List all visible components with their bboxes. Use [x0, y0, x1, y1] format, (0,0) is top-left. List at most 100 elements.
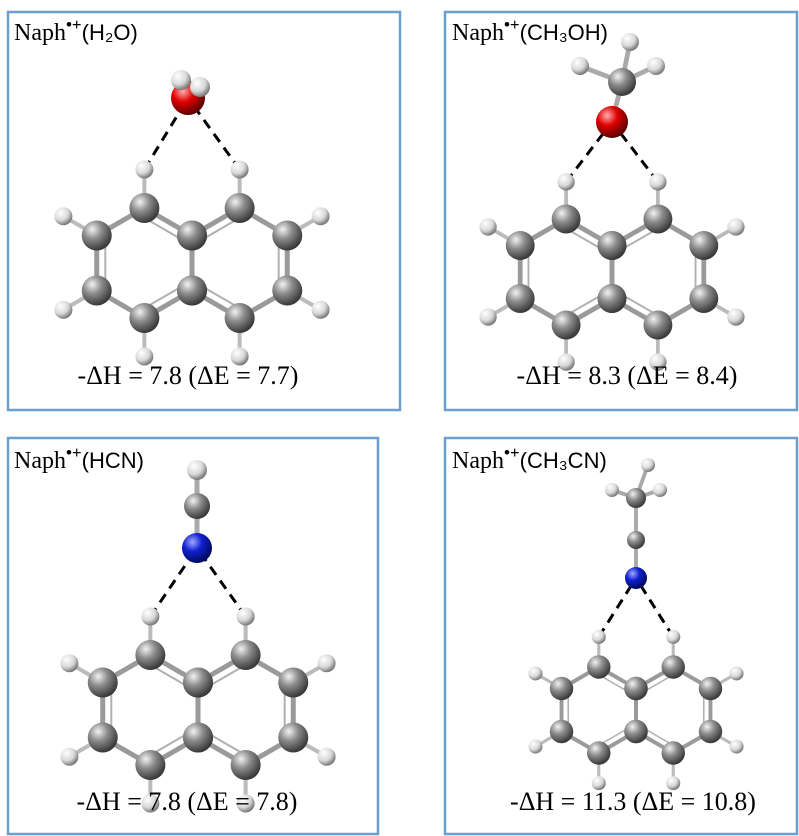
atom: [647, 57, 665, 75]
atom: [552, 205, 581, 234]
atom: [272, 276, 302, 306]
atom: [88, 723, 118, 753]
atom: [666, 630, 680, 644]
atom: [605, 483, 619, 497]
atom: [528, 666, 542, 680]
atom: [699, 677, 722, 700]
atom: [231, 161, 249, 179]
atom: [727, 218, 744, 235]
atom: [571, 57, 589, 75]
atom: [627, 531, 645, 549]
binding-energy: -ΔH = 7.8 (ΔE = 7.8): [77, 787, 298, 816]
atom: [182, 533, 212, 563]
atom: [643, 205, 672, 234]
atom: [141, 608, 159, 626]
atom: [272, 221, 302, 251]
atom: [662, 741, 685, 764]
panel-title: Naph•+(CH₃OH): [452, 15, 608, 46]
atom: [550, 720, 573, 743]
charge: •+: [504, 15, 520, 34]
atom: [479, 308, 496, 325]
atom: [621, 33, 639, 51]
molecule-name: Naph: [452, 20, 504, 46]
atom: [60, 654, 78, 672]
atom: [60, 748, 78, 766]
atom: [135, 750, 165, 780]
atom: [596, 106, 628, 138]
ligand: (CH₃OH): [520, 20, 608, 45]
molecule-name: Naph: [452, 448, 504, 474]
charge: •+: [504, 443, 520, 462]
figure: Naph•+(H₂O)-ΔH = 7.8 (ΔE = 7.7)Naph•+(CH…: [0, 0, 799, 836]
atom: [641, 458, 655, 472]
atom: [626, 488, 646, 508]
panel: Naph•+(H₂O) -ΔH = 7.8 (ΔE = 7.7): [8, 12, 400, 410]
atom: [312, 207, 330, 225]
atom: [171, 70, 191, 90]
panel: Naph•+(HCN) -ΔH = 7.8 (ΔE = 7.8): [8, 438, 378, 834]
atom: [129, 303, 159, 333]
atom: [82, 276, 112, 306]
ligand: (CH₃CN): [520, 448, 607, 473]
atom: [278, 723, 308, 753]
atom: [237, 608, 255, 626]
atom: [653, 483, 667, 497]
atom: [54, 207, 72, 225]
charge: •+: [66, 443, 82, 462]
ligand: (H₂O): [82, 20, 138, 45]
atom: [643, 311, 672, 340]
atom: [587, 655, 610, 678]
atom: [598, 231, 627, 260]
panel-title: Naph•+(HCN): [14, 443, 144, 474]
binding-energy: -ΔH = 8.3 (ΔE = 8.4): [517, 361, 738, 390]
atom: [624, 677, 647, 700]
atom: [479, 218, 496, 235]
atom: [649, 173, 666, 190]
atom: [552, 311, 581, 340]
atom: [318, 654, 336, 672]
atom: [177, 276, 207, 306]
atom: [730, 740, 744, 754]
atom: [225, 193, 255, 223]
atom: [225, 303, 255, 333]
binding-energy: -ΔH = 7.8 (ΔE = 7.7): [78, 361, 299, 390]
ligand: (HCN): [82, 448, 144, 473]
atom: [587, 741, 610, 764]
atom: [177, 221, 207, 251]
atom: [82, 221, 112, 251]
atom: [183, 723, 213, 753]
atom: [506, 284, 535, 313]
panel: Naph•+(CH₃CN) -ΔH = 11.3 (ΔE = 10.8): [445, 438, 797, 834]
atom: [312, 301, 330, 319]
atom: [129, 193, 159, 223]
atom: [662, 655, 685, 678]
atom: [689, 284, 718, 313]
charge: •+: [66, 15, 82, 34]
atom: [598, 284, 627, 313]
atom: [730, 666, 744, 680]
atom: [184, 493, 210, 519]
atom: [88, 668, 118, 698]
molecule-name: Naph: [14, 448, 66, 474]
atom: [278, 668, 308, 698]
atom: [54, 301, 72, 319]
atom: [727, 308, 744, 325]
atom: [190, 77, 210, 97]
atom: [528, 740, 542, 754]
atom: [624, 720, 647, 743]
atom: [592, 630, 606, 644]
atom: [318, 748, 336, 766]
panel: Naph•+(CH₃OH) -ΔH = 8.3 (ΔE = 8.4): [445, 12, 797, 410]
atom: [231, 750, 261, 780]
panel-title: Naph•+(CH₃CN): [452, 443, 607, 474]
atom: [506, 231, 535, 260]
atom: [135, 161, 153, 179]
panel-title: Naph•+(H₂O): [14, 15, 138, 46]
atom: [231, 640, 261, 670]
bonds: [69, 470, 326, 804]
binding-energy: -ΔH = 11.3 (ΔE = 10.8): [510, 787, 756, 816]
molecule-name: Naph: [14, 20, 66, 46]
atom: [183, 668, 213, 698]
atom: [699, 720, 722, 743]
atom: [550, 677, 573, 700]
